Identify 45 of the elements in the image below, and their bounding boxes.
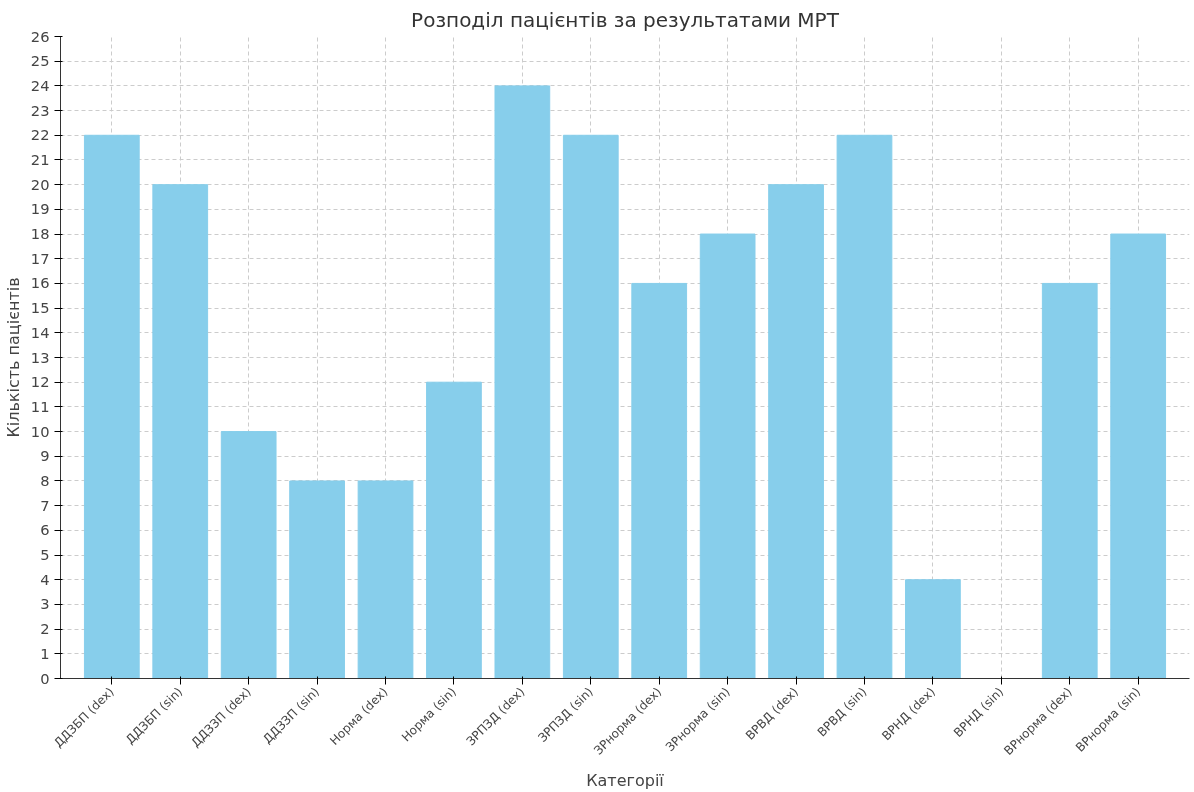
y-tick-label: 0 <box>40 669 50 687</box>
y-tick-label: 21 <box>30 150 50 168</box>
y-axis-title: Кількість пацієнтів <box>3 277 23 438</box>
bar <box>562 134 619 679</box>
y-tick-label: 3 <box>40 595 50 613</box>
bar <box>836 134 893 679</box>
x-axis-title: Категорії <box>586 770 665 790</box>
y-tick-label: 11 <box>30 397 50 415</box>
y-tick-label: 23 <box>30 101 50 119</box>
y-tick-label: 18 <box>30 225 50 243</box>
bar <box>152 184 209 679</box>
y-tick-label: 20 <box>30 175 50 193</box>
y-tick-label: 15 <box>30 299 50 317</box>
bar <box>631 282 688 679</box>
bar <box>426 381 482 679</box>
y-tick-label: 17 <box>30 249 50 267</box>
bar <box>1110 233 1167 679</box>
y-tick-label: 9 <box>40 447 50 465</box>
y-tick-label: 1 <box>40 644 50 662</box>
bar <box>905 579 961 679</box>
bar <box>83 134 140 679</box>
y-tick-label: 7 <box>40 496 50 514</box>
bar <box>699 233 756 679</box>
y-tick-label: 10 <box>30 422 50 440</box>
bar <box>357 480 414 679</box>
y-tick-label: 8 <box>40 471 50 489</box>
y-tick-label: 26 <box>30 27 50 45</box>
y-tick-label: 5 <box>40 546 50 564</box>
bar <box>220 431 277 679</box>
bar <box>289 480 345 679</box>
chart-title: Розподіл пацієнтів за результатами МРТ <box>411 7 840 32</box>
bar <box>494 85 551 679</box>
y-tick-label: 24 <box>30 76 50 94</box>
y-tick-label: 16 <box>30 274 50 292</box>
y-tick-label: 6 <box>40 521 50 539</box>
y-tick-label: 22 <box>30 126 50 144</box>
y-tick-label: 19 <box>30 200 50 218</box>
y-tick-label: 2 <box>40 620 50 638</box>
bar <box>768 184 824 679</box>
y-tick-label: 25 <box>30 52 50 70</box>
y-tick-label: 13 <box>30 348 50 366</box>
y-tick-label: 4 <box>40 570 50 588</box>
bar <box>1041 282 1098 679</box>
y-tick-label: 14 <box>30 323 50 341</box>
y-tick-label: 12 <box>30 373 50 391</box>
